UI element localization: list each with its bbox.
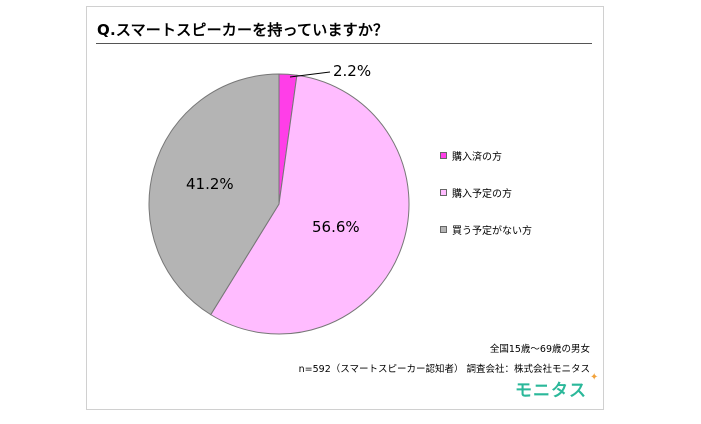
legend-label-purchased: 購入済の方	[452, 151, 502, 163]
legend: 購入済の方 購入予定の方 買う予定がない方	[440, 148, 532, 259]
legend-label-planned: 購入予定の方	[452, 188, 512, 200]
pie-slice-no-plan	[148, 73, 280, 316]
slice-label-purchased: 2.2%	[333, 62, 371, 80]
brand-logo: モニタス	[515, 381, 587, 401]
leader-line-purchased	[289, 71, 331, 78]
pie-slice-planned	[210, 74, 410, 335]
legend-item-no-plan: 買う予定がない方	[440, 222, 532, 237]
sparkle-icon: ✦	[590, 372, 599, 383]
legend-item-purchased: 購入済の方	[440, 148, 532, 163]
legend-item-planned: 購入予定の方	[440, 185, 532, 200]
slice-label-no-plan: 41.2%	[186, 175, 234, 193]
legend-swatch-purchased	[440, 151, 447, 159]
slice-label-planned: 56.6%	[312, 218, 360, 236]
chart-title: Q.スマートスピーカーを持っていますか？	[97, 21, 389, 39]
population-note: 全国15歳～69歳の男女	[489, 344, 590, 355]
legend-swatch-planned	[440, 188, 447, 196]
legend-label-no-plan: 買う予定がない方	[452, 225, 532, 237]
legend-swatch-no-plan	[440, 225, 447, 233]
title-underline	[96, 43, 592, 44]
sample-note: n=592（スマートスピーカー認知者） 調査会社：株式会社モニタス	[298, 364, 590, 375]
